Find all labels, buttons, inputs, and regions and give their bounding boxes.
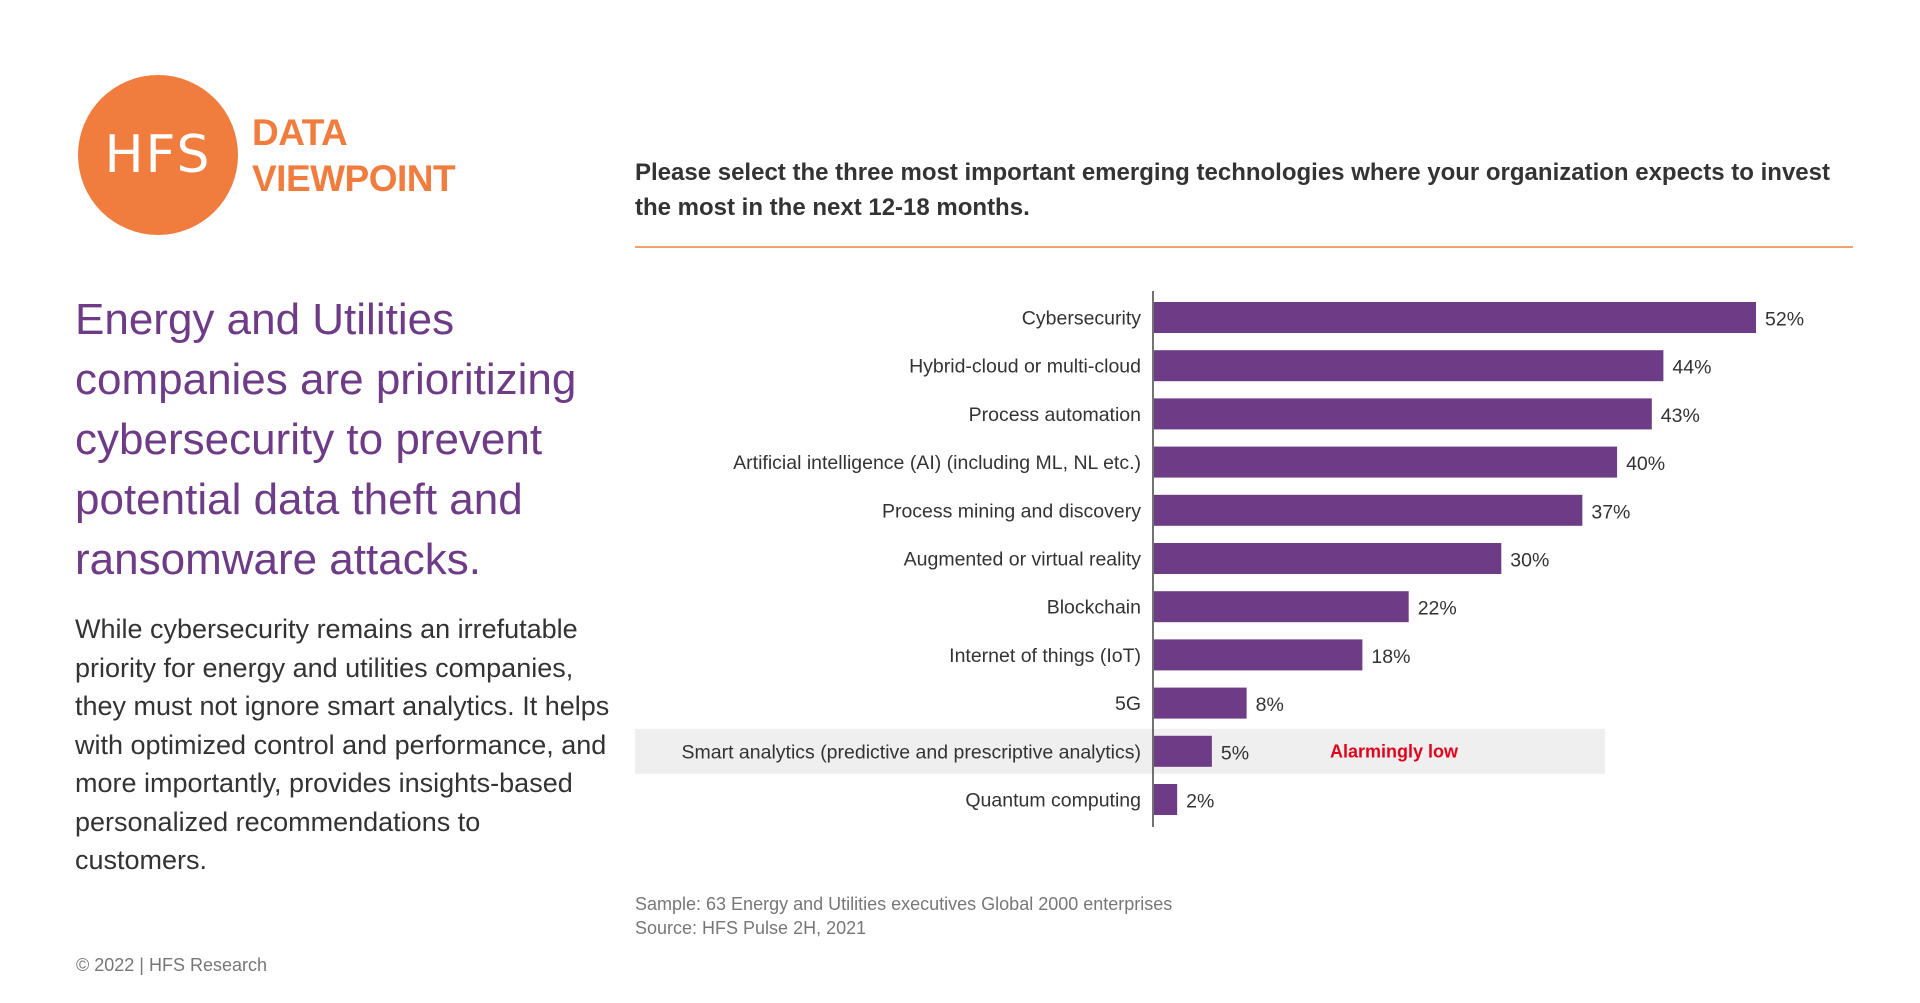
value-label: 22% (1418, 598, 1457, 620)
bar-chart: Cybersecurity 52% Hybrid-cloud or multi-cl… (635, 291, 1804, 827)
bar (1154, 543, 1502, 574)
category-label: Process automation (969, 404, 1141, 426)
category-label: Blockchain (1047, 597, 1141, 619)
bar (1154, 494, 1583, 526)
divider (635, 246, 1853, 248)
value-label: 43% (1661, 405, 1700, 427)
bar (1154, 735, 1212, 767)
category-label: Artificial intelligence (AI) (including … (733, 452, 1141, 474)
logo-mark: HFS (104, 125, 212, 185)
body-text: While cybersecurity remains an irrefutab… (75, 614, 610, 875)
logo-line-1: DATA (252, 112, 348, 153)
value-label: 40% (1626, 453, 1665, 475)
chart-footnote: Sample: 63 Energy and Utilities executiv… (635, 892, 1172, 940)
logo-title: DATA VIEWPOINT (252, 110, 456, 202)
sample-note: Sample: 63 Energy and Utilities executiv… (635, 894, 1173, 914)
value-label: 30% (1510, 550, 1549, 572)
headline: Energy and Utilities companies are prior… (75, 295, 577, 584)
value-label: 44% (1672, 357, 1711, 379)
bar (1154, 687, 1247, 719)
bar (1154, 446, 1618, 478)
survey-question: Please select the three most important e… (635, 159, 1830, 221)
category-label: Hybrid-cloud or multi-cloud (909, 356, 1141, 378)
category-label: Quantum computing (965, 790, 1141, 812)
category-label: Smart analytics (predictive and prescrip… (681, 741, 1141, 763)
category-label: Process mining and discovery (882, 500, 1141, 522)
category-label: Augmented or virtual reality (904, 549, 1142, 571)
bar (1154, 398, 1652, 430)
bar (1154, 350, 1664, 382)
annotation-label: Alarmingly low (1330, 741, 1459, 761)
hfs-logo: HFS (78, 75, 238, 235)
category-label: Internet of things (IoT) (949, 645, 1141, 667)
source-note: Source: HFS Pulse 2H, 2021 (635, 918, 867, 938)
category-label: Cybersecurity (1022, 308, 1141, 330)
value-label: 18% (1371, 646, 1410, 668)
value-label: 8% (1256, 694, 1284, 716)
logo-line-2: VIEWPOINT (252, 158, 456, 199)
bar (1154, 639, 1363, 671)
bar (1154, 591, 1409, 623)
value-label: 52% (1765, 309, 1804, 331)
value-label: 2% (1186, 791, 1214, 813)
bar (1154, 784, 1178, 815)
category-label: 5G (1115, 693, 1141, 715)
value-label: 37% (1591, 501, 1630, 523)
highlight-band (635, 728, 1605, 774)
value-label: 5% (1221, 742, 1249, 764)
copyright: © 2022 | HFS Research (76, 955, 268, 975)
bar (1154, 302, 1756, 333)
